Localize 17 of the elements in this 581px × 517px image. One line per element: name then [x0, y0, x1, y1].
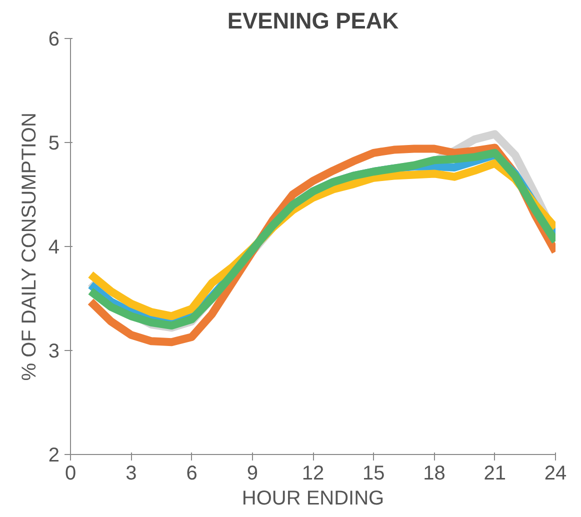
x-tick-label: 3 [126, 462, 137, 484]
chart-title: EVENING PEAK [227, 8, 400, 34]
y-tick-label: 6 [48, 28, 60, 50]
x-tick-label: 21 [484, 462, 506, 484]
y-tick-label: 3 [48, 340, 60, 362]
y-axis-title: % OF DAILY CONSUMPTION [18, 112, 40, 381]
x-tick-label: 12 [302, 462, 324, 484]
x-tick-label: 15 [362, 462, 385, 484]
y-tick-label: 4 [48, 236, 60, 258]
y-tick-label: 2 [48, 444, 60, 466]
x-axis-title: HOUR ENDING [242, 488, 384, 510]
x-tick-label: 6 [186, 462, 198, 484]
x-tick-label: 0 [64, 462, 76, 484]
x-tick-label: 9 [246, 462, 258, 484]
x-tick-label: 24 [544, 462, 567, 484]
y-tick-label: 5 [48, 132, 60, 154]
x-tick-label: 18 [423, 462, 446, 484]
